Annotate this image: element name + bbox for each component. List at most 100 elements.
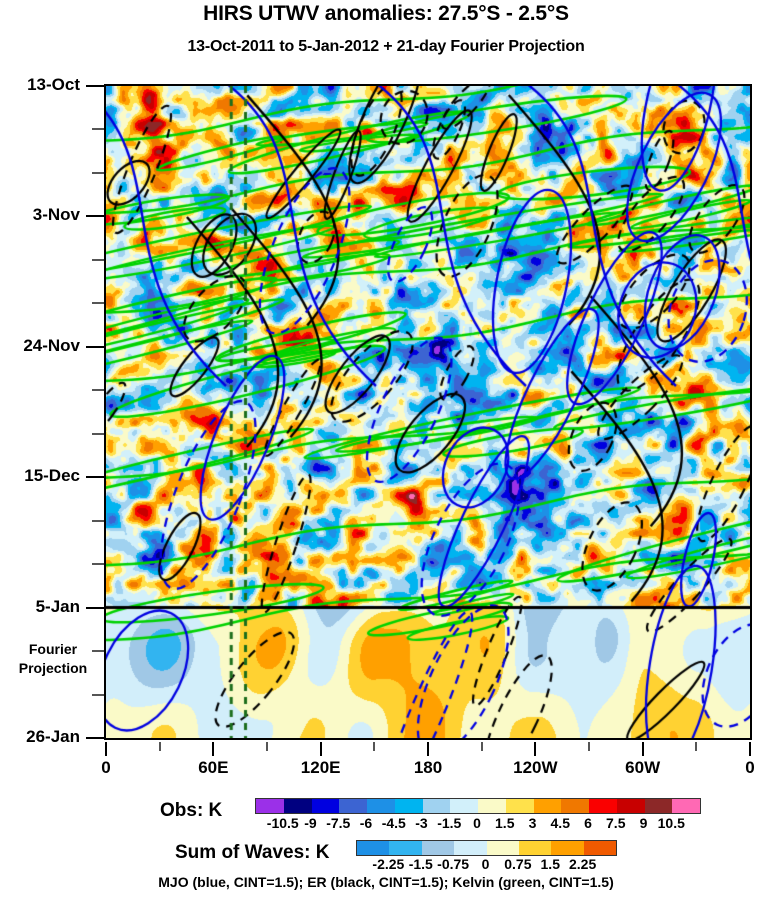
colorbar-swatch	[256, 799, 284, 813]
y-tick-minor	[92, 258, 104, 261]
colorbar-tick-label: -1.5	[437, 815, 462, 831]
colorbar-tick-label: -10.5	[266, 815, 299, 831]
y-tick-minor	[92, 693, 104, 696]
colorbar-tick-label: 2.25	[569, 856, 597, 872]
y-axis-label: 26-Jan	[26, 727, 80, 746]
colorbar-swatch	[583, 841, 616, 855]
y-tick-major	[86, 476, 104, 479]
colorbar-tick-label: -1.5	[408, 856, 433, 872]
x-tick-major	[641, 742, 644, 756]
x-tick-major	[427, 742, 429, 756]
colorbar-tick-label: -3	[415, 815, 428, 831]
x-tick-minor	[266, 742, 268, 751]
x-tick-major	[319, 742, 322, 756]
y-tick-major	[86, 345, 104, 348]
fourier-note-line1: Fourier	[28, 641, 78, 657]
colorbar-tick-label: 6	[584, 815, 592, 831]
x-axis-label: 0	[101, 758, 111, 777]
colorbar-swatch	[394, 799, 423, 813]
x-axis-label: 120W	[513, 758, 558, 777]
waves-colorbar-label: Sum of Waves: K	[175, 842, 330, 863]
colorbar-swatch	[421, 841, 455, 855]
colorbar-tick-label: 7.5	[606, 815, 626, 831]
y-tick-major	[86, 606, 104, 609]
colorbar-swatch	[357, 841, 390, 855]
colorbar-swatch	[644, 799, 673, 813]
colorbar-swatch	[518, 841, 552, 855]
x-tick-minor	[373, 742, 376, 751]
y-tick-minor	[92, 563, 104, 566]
colorbar-swatch	[616, 799, 645, 813]
x-axis-label: 60E	[198, 758, 229, 777]
y-axis-label: 3-Nov	[32, 205, 80, 225]
page-subtitle: 13-Oct-2011 to 5-Jan-2012 + 21-day Fouri…	[187, 38, 585, 55]
colorbar-swatch	[450, 799, 478, 813]
waves-colorbar	[356, 840, 617, 856]
colorbar-swatch	[478, 799, 506, 813]
colorbar-swatch	[505, 799, 534, 813]
y-axis-label: 13-Oct	[27, 75, 80, 94]
colorbar-swatch	[367, 799, 395, 813]
colorbar-tick-label: 0	[481, 856, 490, 872]
colorbar-swatch	[551, 841, 584, 855]
x-tick-major	[105, 742, 107, 756]
colorbar-tick-label: -0.75	[437, 856, 470, 872]
colorbar-tick-label: 0	[473, 815, 481, 831]
colorbar-swatch	[486, 841, 519, 855]
colorbar-swatch	[283, 799, 312, 813]
colorbar-swatch	[422, 799, 451, 813]
y-tick-major	[86, 85, 104, 87]
colorbar-swatch	[589, 799, 617, 813]
colorbar-tick-label: 4.5	[550, 815, 570, 831]
y-tick-major	[86, 737, 104, 739]
y-axis-label: 24-Nov	[23, 335, 80, 355]
colorbar-swatch	[339, 799, 367, 813]
obs-colorbar	[255, 798, 701, 814]
y-tick-minor	[92, 432, 104, 435]
y-tick-minor	[92, 302, 104, 305]
x-tick-minor	[158, 742, 161, 751]
x-axis-label: 0	[745, 758, 755, 777]
obs-colorbar-label: Obs: K	[160, 800, 223, 821]
y-axis-label: 15-Dec	[24, 466, 80, 486]
colorbar-tick-label: -6	[359, 815, 373, 831]
x-axis-label: 180	[413, 758, 443, 777]
y-tick-minor	[92, 128, 104, 131]
colorbar-swatch	[454, 841, 487, 855]
page-title: HIRS UTWV anomalies: 27.5°S - 2.5°S	[203, 2, 569, 25]
colorbar-tick-label: 9	[639, 815, 648, 831]
colorbar-tick-label: -4.5	[381, 815, 406, 831]
colorbar-swatch	[533, 799, 562, 813]
colorbar-tick-label: 0.75	[504, 856, 532, 872]
fourier-projection-note: Fourier Projection	[8, 640, 98, 678]
y-tick-minor	[92, 171, 104, 174]
colorbar-tick-label: 1.5	[495, 815, 515, 831]
x-tick-major	[534, 742, 537, 756]
colorbar-tick-label: 3	[528, 815, 537, 831]
x-tick-major	[749, 742, 751, 756]
waves-colorbar-ticks: -2.25 -1.5 -0.75 0 0.75 1.5 2.25	[356, 856, 615, 874]
colorbar-tick-label: 10.5	[657, 815, 685, 831]
hovmoller-plot	[104, 84, 752, 740]
colorbar-tick-label: 1.5	[540, 856, 560, 872]
x-tick-minor	[480, 742, 483, 751]
colorbar-swatch	[389, 841, 422, 855]
x-tick-minor	[588, 742, 590, 751]
colorbar-swatch	[561, 799, 589, 813]
y-tick-minor	[92, 519, 104, 522]
hovmoller-canvas	[106, 86, 750, 738]
footer-legend: MJO (blue, CINT=1.5); ER (black, CINT=1.…	[158, 874, 614, 890]
colorbar-swatch	[672, 799, 700, 813]
obs-colorbar-ticks: -10.5 -9 -7.5 -6 -4.5 -3 -1.5 0 1.5 3 4.5 6 7.5 9 10.5	[255, 815, 699, 833]
y-tick-minor	[92, 650, 104, 653]
y-axis-label: 5-Jan	[35, 596, 80, 616]
x-tick-major	[212, 742, 215, 756]
fourier-note-line2: Projection	[18, 660, 88, 676]
x-axis-label: 60W	[625, 758, 661, 777]
colorbar-tick-label: -7.5	[326, 815, 351, 831]
colorbar-tick-label: -9	[304, 815, 317, 831]
y-tick-major	[86, 215, 104, 218]
y-tick-minor	[92, 389, 104, 392]
x-axis-label: 120E	[300, 758, 341, 777]
x-tick-minor	[695, 742, 698, 751]
